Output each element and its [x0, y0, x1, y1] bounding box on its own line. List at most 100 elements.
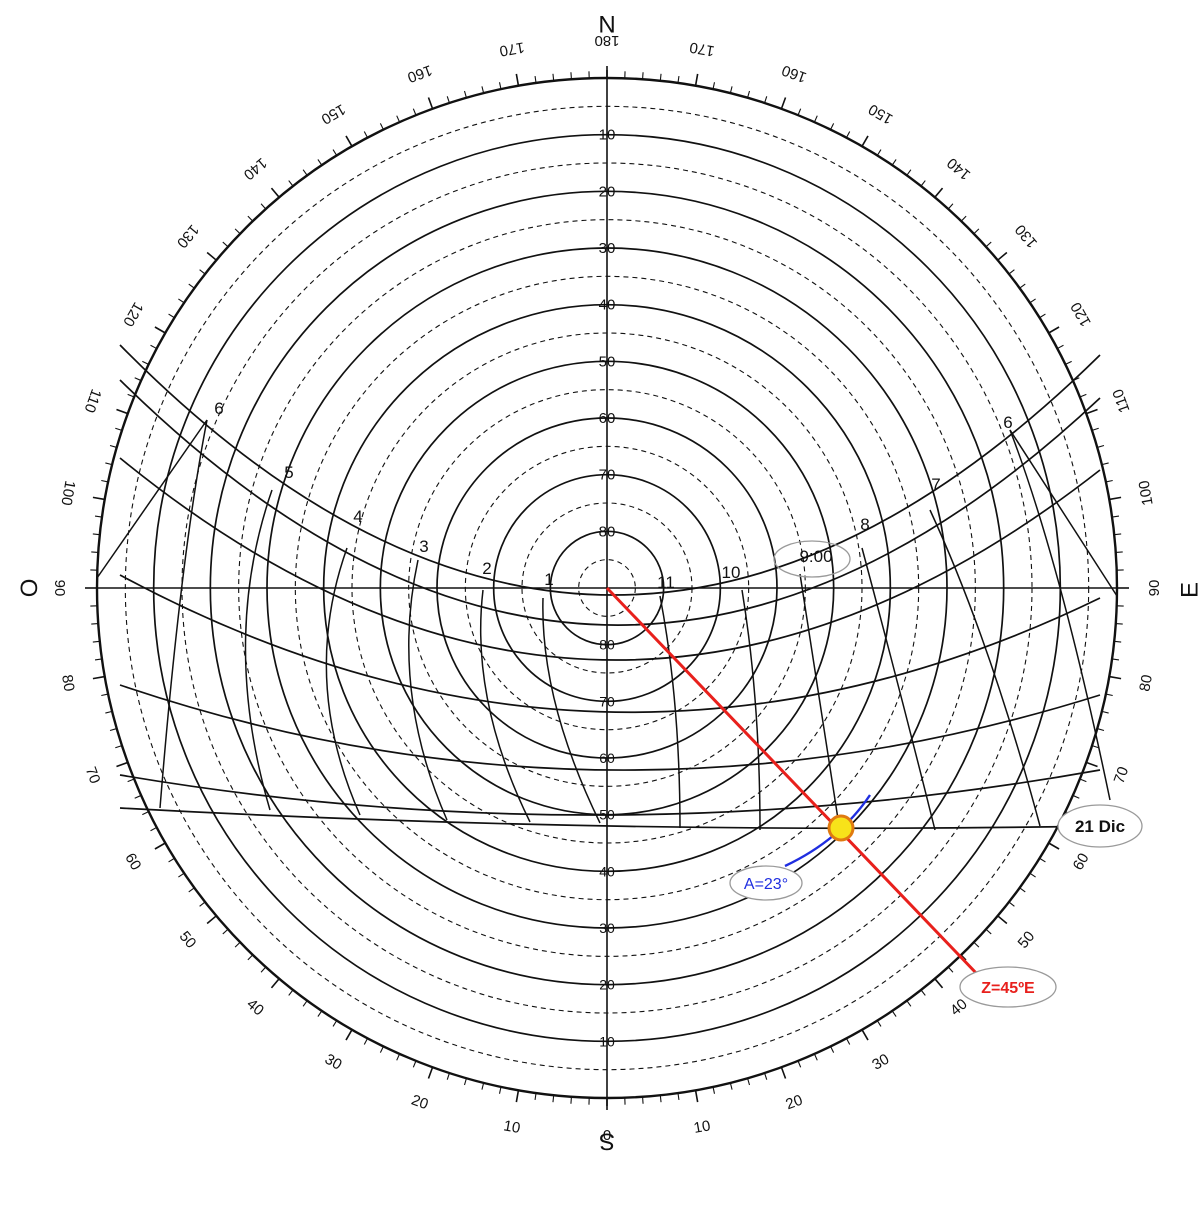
azimuth-label: 70 [82, 764, 104, 785]
altitude-label: 30 [599, 240, 616, 257]
azimuth-tick [814, 1054, 817, 1060]
azimuth-tick [380, 1046, 383, 1052]
azimuth-tick [831, 1046, 834, 1052]
azimuth-tick [500, 82, 501, 89]
azimuth-tick [464, 1078, 466, 1085]
hour-line [97, 420, 207, 578]
azimuth-tick [364, 132, 367, 138]
azimuth-tick [135, 795, 141, 798]
altitude-label-south: 70 [599, 693, 615, 709]
azimuth-tick [142, 812, 148, 815]
azimuth-tick [974, 942, 979, 947]
azimuth-tick [346, 136, 352, 146]
azimuth-tick [1097, 445, 1104, 447]
azimuth-tick [765, 96, 767, 103]
azimuth-tick [500, 1087, 501, 1094]
altitude-label-south: 20 [599, 977, 615, 993]
azimuth-tick [1106, 481, 1113, 482]
azimuth-tick [1049, 843, 1059, 849]
azimuth-tick [1086, 762, 1097, 766]
azimuth-tick [1097, 729, 1104, 731]
hour-line [1010, 430, 1117, 596]
azimuth-label: 150 [318, 100, 348, 127]
azimuth-label: 80 [1136, 673, 1156, 692]
azimuth-tick [110, 729, 117, 731]
azimuth-tick [877, 150, 881, 156]
azimuth-tick [892, 159, 896, 165]
azimuth-tick [1114, 534, 1121, 535]
altitude-value-label: A=23° [744, 876, 788, 893]
azimuth-tick [1040, 314, 1046, 318]
azimuth-tick [93, 497, 105, 499]
hour-label: 2 [482, 559, 491, 578]
date-label: 21 Dic [1075, 817, 1125, 836]
azimuth-tick [1020, 888, 1026, 892]
azimuth-tick [447, 1073, 449, 1080]
azimuth-tick [713, 82, 714, 89]
hour-label: 11 [657, 573, 675, 592]
azimuth-tick [846, 132, 849, 138]
azimuth-tick [986, 929, 991, 934]
azimuth-label: 160 [405, 61, 434, 86]
azimuth-tick [397, 1054, 400, 1060]
azimuth-tick [178, 299, 184, 303]
azimuth-tick [135, 378, 141, 381]
azimuth-tick [862, 136, 868, 146]
azimuth-label: 130 [1012, 221, 1041, 251]
altitude-label-south: 80 [599, 637, 615, 653]
azimuth-tick [261, 204, 266, 209]
azimuth-tick [303, 1001, 307, 1007]
azimuth-tick [223, 929, 228, 934]
azimuth-label: 100 [1136, 479, 1157, 507]
azimuth-tick [397, 116, 400, 122]
azimuth-tick [553, 1095, 554, 1102]
azimuth-tick [1009, 270, 1015, 274]
azimuth-tick [1073, 795, 1079, 798]
altitude-label: 70 [599, 467, 616, 484]
altitude-label-south: 50 [599, 807, 615, 823]
azimuth-tick [1114, 641, 1121, 642]
date-curve [120, 458, 1100, 660]
azimuth-tick [151, 345, 157, 348]
azimuth-tick [318, 159, 322, 165]
azimuth-tick [961, 216, 966, 221]
azimuth-tick [748, 91, 750, 98]
azimuth-tick [346, 1030, 352, 1040]
azimuth-tick [798, 109, 801, 115]
azimuth-tick [907, 170, 911, 176]
azimuth-label: 90 [51, 580, 68, 597]
hour-label: 6 [1003, 413, 1012, 432]
azimuth-tick [798, 1061, 801, 1067]
sun-marker [829, 816, 853, 840]
hour-label: 4 [353, 507, 362, 526]
azimuth-label: 130 [173, 221, 202, 251]
azimuth-tick [998, 916, 1007, 924]
azimuth-tick [116, 762, 127, 766]
azimuth-tick [1040, 858, 1046, 862]
azimuth-tick [921, 990, 925, 996]
azimuth-tick [223, 242, 228, 247]
altitude-label: 40 [599, 297, 616, 314]
cardinal-north: N [598, 11, 615, 38]
azimuth-label: 140 [944, 154, 974, 183]
azimuth-label: 80 [58, 673, 78, 692]
azimuth-tick [447, 96, 449, 103]
altitude-label: 10 [599, 127, 616, 144]
azimuth-tick [998, 252, 1007, 260]
azimuth-tick [155, 843, 165, 849]
altitude-label-south: 40 [599, 863, 615, 879]
hour-label: 7 [931, 475, 940, 494]
azimuth-tick [781, 97, 785, 108]
altitude-label: 50 [599, 353, 616, 370]
azimuth-tick [831, 123, 834, 129]
azimuth-label: 160 [780, 61, 809, 86]
azimuth-tick [1009, 902, 1015, 906]
azimuth-tick [289, 181, 293, 187]
azimuth-tick [814, 116, 817, 122]
azimuth-label: 40 [243, 996, 267, 1020]
azimuth-tick [318, 1011, 322, 1017]
azimuth-label: 10 [692, 1117, 711, 1137]
hour-label: 8 [860, 515, 869, 534]
